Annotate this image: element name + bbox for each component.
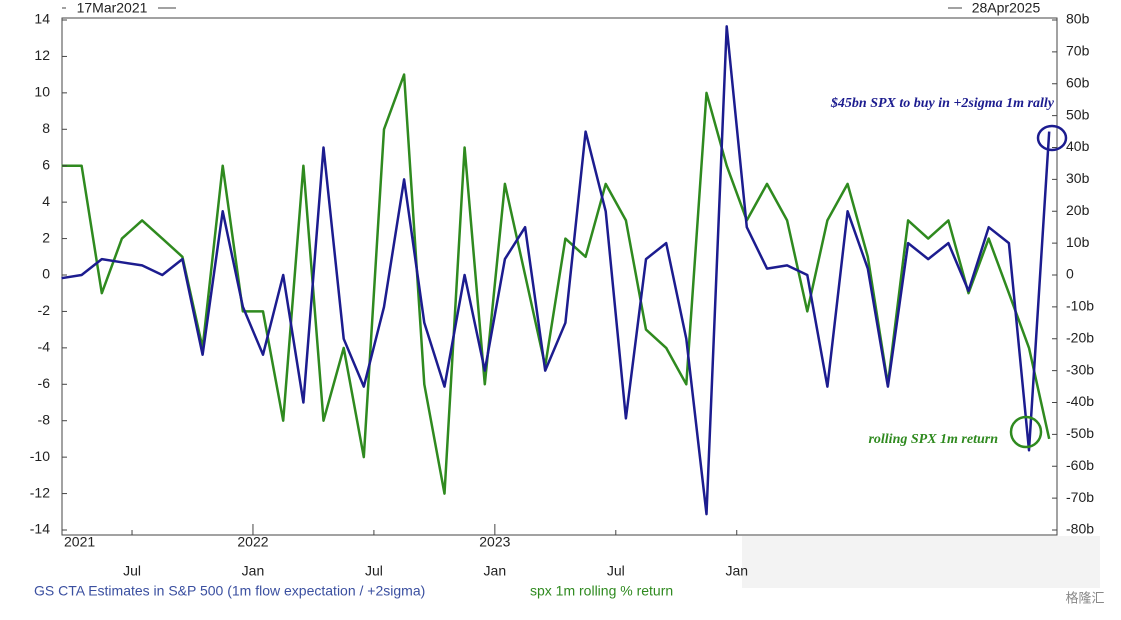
y2-tick-label: -10b <box>1066 298 1094 314</box>
y2-tick-label: -40b <box>1066 393 1094 409</box>
y-tick-label: -14 <box>30 521 50 537</box>
legend-entry: spx 1m rolling % return <box>530 583 673 599</box>
y-tick-label: -4 <box>38 339 51 355</box>
y2-tick-label: -30b <box>1066 361 1094 377</box>
x-tick-label: Jan <box>484 563 507 579</box>
watermark: 格隆汇 <box>1065 590 1104 605</box>
annotation: rolling SPX 1m return <box>868 432 998 447</box>
annotation: $45bn SPX to buy in +2sigma 1m rally <box>830 96 1055 111</box>
x-tick-label: Jul <box>365 563 383 579</box>
y-tick-label: -10 <box>30 448 50 464</box>
y2-tick-label: 10b <box>1066 234 1090 250</box>
y2-tick-label: 50b <box>1066 106 1090 122</box>
y-tick-label: 12 <box>34 47 50 63</box>
y2-tick-label: -20b <box>1066 329 1094 345</box>
y-tick-label: 4 <box>42 193 50 209</box>
x-tick-label: Jan <box>725 563 748 579</box>
y-tick-label: -12 <box>30 484 50 500</box>
plot-frame <box>61 17 1058 536</box>
blur-patch <box>742 536 1100 588</box>
y2-tick-label: -50b <box>1066 425 1094 441</box>
legend-entry: GS CTA Estimates in S&P 500 (1m flow exp… <box>34 583 425 599</box>
x-major-label: 2022 <box>237 534 268 550</box>
y2-tick-label: -80b <box>1066 521 1094 537</box>
x-major-label: 2023 <box>479 534 510 550</box>
y2-tick-label: 80b <box>1066 11 1090 27</box>
y2-tick-label: 0 <box>1066 266 1074 282</box>
y-tick-label: 10 <box>34 84 50 100</box>
y-tick-label: -6 <box>38 375 51 391</box>
y2-tick-label: 30b <box>1066 170 1090 186</box>
series-line <box>61 25 1051 516</box>
y2-tick-label: 40b <box>1066 138 1090 154</box>
range-end: 28Apr2025 <box>972 0 1041 16</box>
y2-tick-label: 70b <box>1066 43 1090 59</box>
y-tick-label: -2 <box>38 302 51 318</box>
y-tick-label: -8 <box>38 411 51 427</box>
x-tick-label: Jul <box>607 563 625 579</box>
y2-tick-label: -70b <box>1066 489 1094 505</box>
y2-tick-label: 20b <box>1066 202 1090 218</box>
highlight-circle <box>1009 415 1043 449</box>
y-tick-label: 6 <box>42 156 50 172</box>
y-tick-label: 8 <box>42 120 50 136</box>
highlight-circle <box>1036 124 1068 152</box>
series-line <box>61 73 1051 495</box>
marks <box>61 25 1051 516</box>
y2-tick-label: -60b <box>1066 457 1094 473</box>
x-major-label: 2021 <box>64 534 95 550</box>
y-tick-label: 0 <box>42 266 50 282</box>
y-tick-label: 2 <box>42 229 50 245</box>
y-tick-label: 14 <box>34 11 50 27</box>
y2-tick-label: 60b <box>1066 74 1090 90</box>
x-tick-label: Jul <box>123 563 141 579</box>
range-start: 17Mar2021 <box>77 0 148 16</box>
x-tick-label: Jan <box>242 563 265 579</box>
